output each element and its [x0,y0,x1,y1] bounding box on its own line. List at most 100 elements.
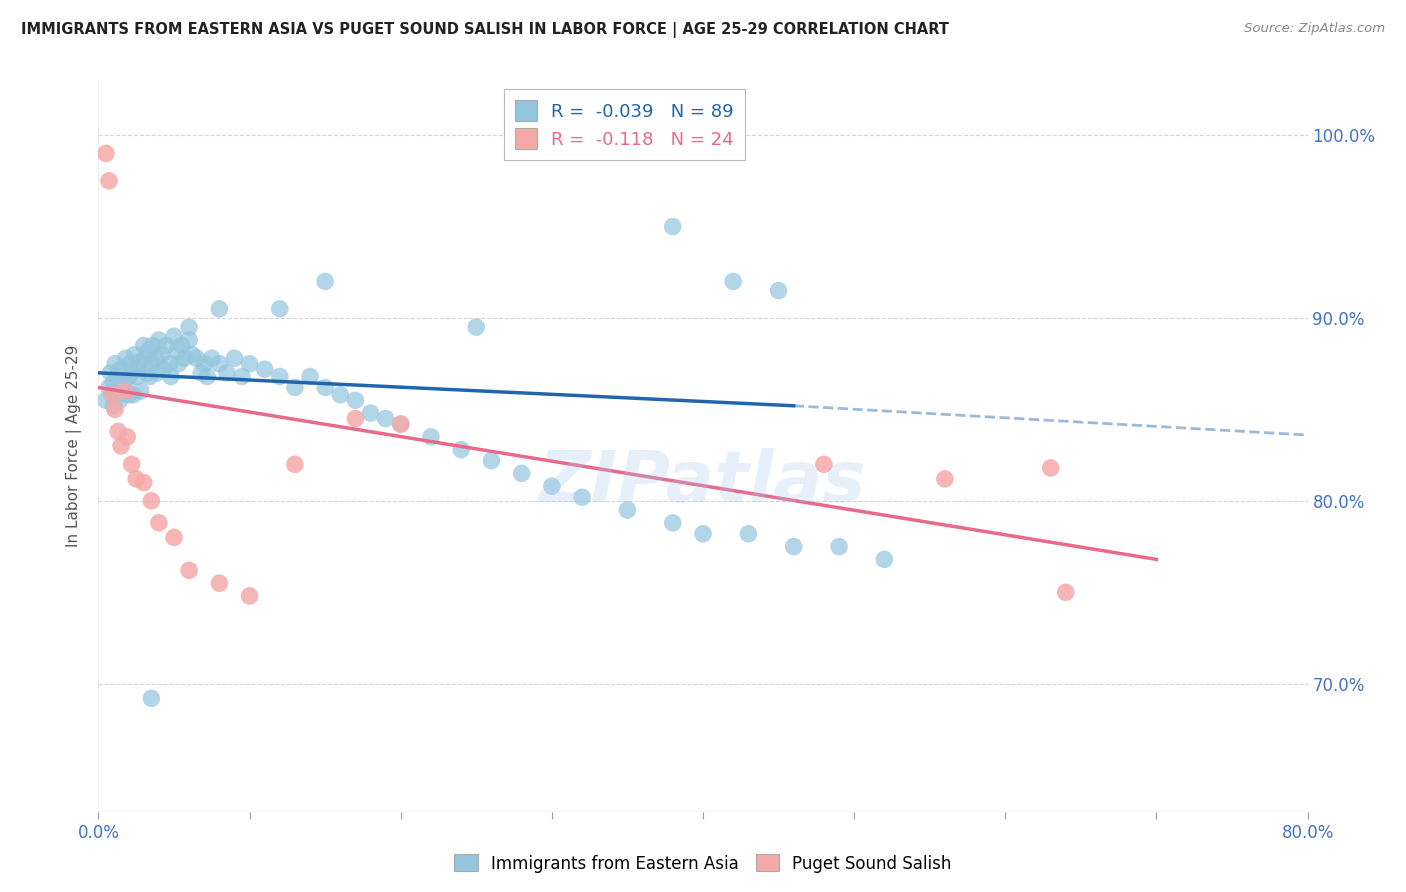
Point [101,388,124,402]
Point [148,516,170,530]
Point [125,472,148,486]
Point [208,357,231,371]
Point [616,503,638,517]
Point [111,378,134,392]
Point [160,369,183,384]
Point [1039,461,1062,475]
Point [118,369,141,384]
Point [103,399,125,413]
Point [344,393,367,408]
Point [170,338,193,352]
Point [661,516,683,530]
Point [299,369,322,384]
Point [100,366,122,380]
Text: Source: ZipAtlas.com: Source: ZipAtlas.com [1244,22,1385,36]
Point [107,425,129,439]
Point [167,357,190,371]
Point [98,380,121,394]
Point [132,338,155,352]
Point [141,691,163,706]
Point [121,458,143,472]
Point [141,357,163,371]
Point [179,563,201,577]
Point [141,493,163,508]
Point [129,384,152,399]
Point [122,388,145,402]
Point [104,357,127,371]
Point [450,442,472,457]
Point [112,384,135,399]
Point [253,362,276,376]
Point [284,458,307,472]
Point [269,369,291,384]
Point [389,417,412,431]
Point [105,384,128,399]
Point [134,351,156,366]
Point [195,369,218,384]
Point [510,467,533,481]
Point [110,439,132,453]
Point [98,174,121,188]
Point [121,366,143,380]
Point [571,490,593,504]
Point [737,526,759,541]
Point [115,430,138,444]
Point [120,357,142,371]
Point [768,284,790,298]
Point [239,357,262,371]
Point [159,357,181,371]
Point [181,347,204,362]
Point [163,329,186,343]
Point [136,343,159,358]
Point [783,540,806,554]
Point [125,362,148,376]
Point [208,301,231,316]
Point [934,472,956,486]
Point [1054,585,1077,599]
Point [239,589,262,603]
Point [190,366,212,380]
Point [128,355,150,369]
Point [139,369,162,384]
Point [148,333,170,347]
Point [828,540,851,554]
Point [173,351,195,366]
Text: ZIPatlas: ZIPatlas [540,448,866,517]
Point [344,411,367,425]
Point [124,347,146,362]
Point [329,388,352,402]
Point [692,526,714,541]
Point [193,357,215,371]
Point [661,219,683,234]
Point [465,320,488,334]
Point [152,362,174,376]
Point [179,333,201,347]
Point [201,351,224,366]
Point [145,351,167,366]
Point [873,552,896,566]
Point [284,380,307,394]
Point [163,530,186,544]
Point [231,369,253,384]
Point [481,453,503,467]
Point [813,458,835,472]
Point [114,351,136,366]
Point [389,417,412,431]
Point [101,388,124,402]
Point [186,351,208,366]
Point [104,402,127,417]
Legend: R =  -0.039   N = 89, R =  -0.118   N = 24: R = -0.039 N = 89, R = -0.118 N = 24 [505,89,745,160]
Point [107,369,129,384]
Point [314,380,336,394]
Point [314,274,336,288]
Point [94,393,117,408]
Point [166,343,188,358]
Point [150,347,173,362]
Point [132,475,155,490]
Point [146,366,169,380]
Point [540,479,562,493]
Point [723,274,745,288]
Point [269,301,291,316]
Point [103,375,125,389]
Point [118,388,141,402]
